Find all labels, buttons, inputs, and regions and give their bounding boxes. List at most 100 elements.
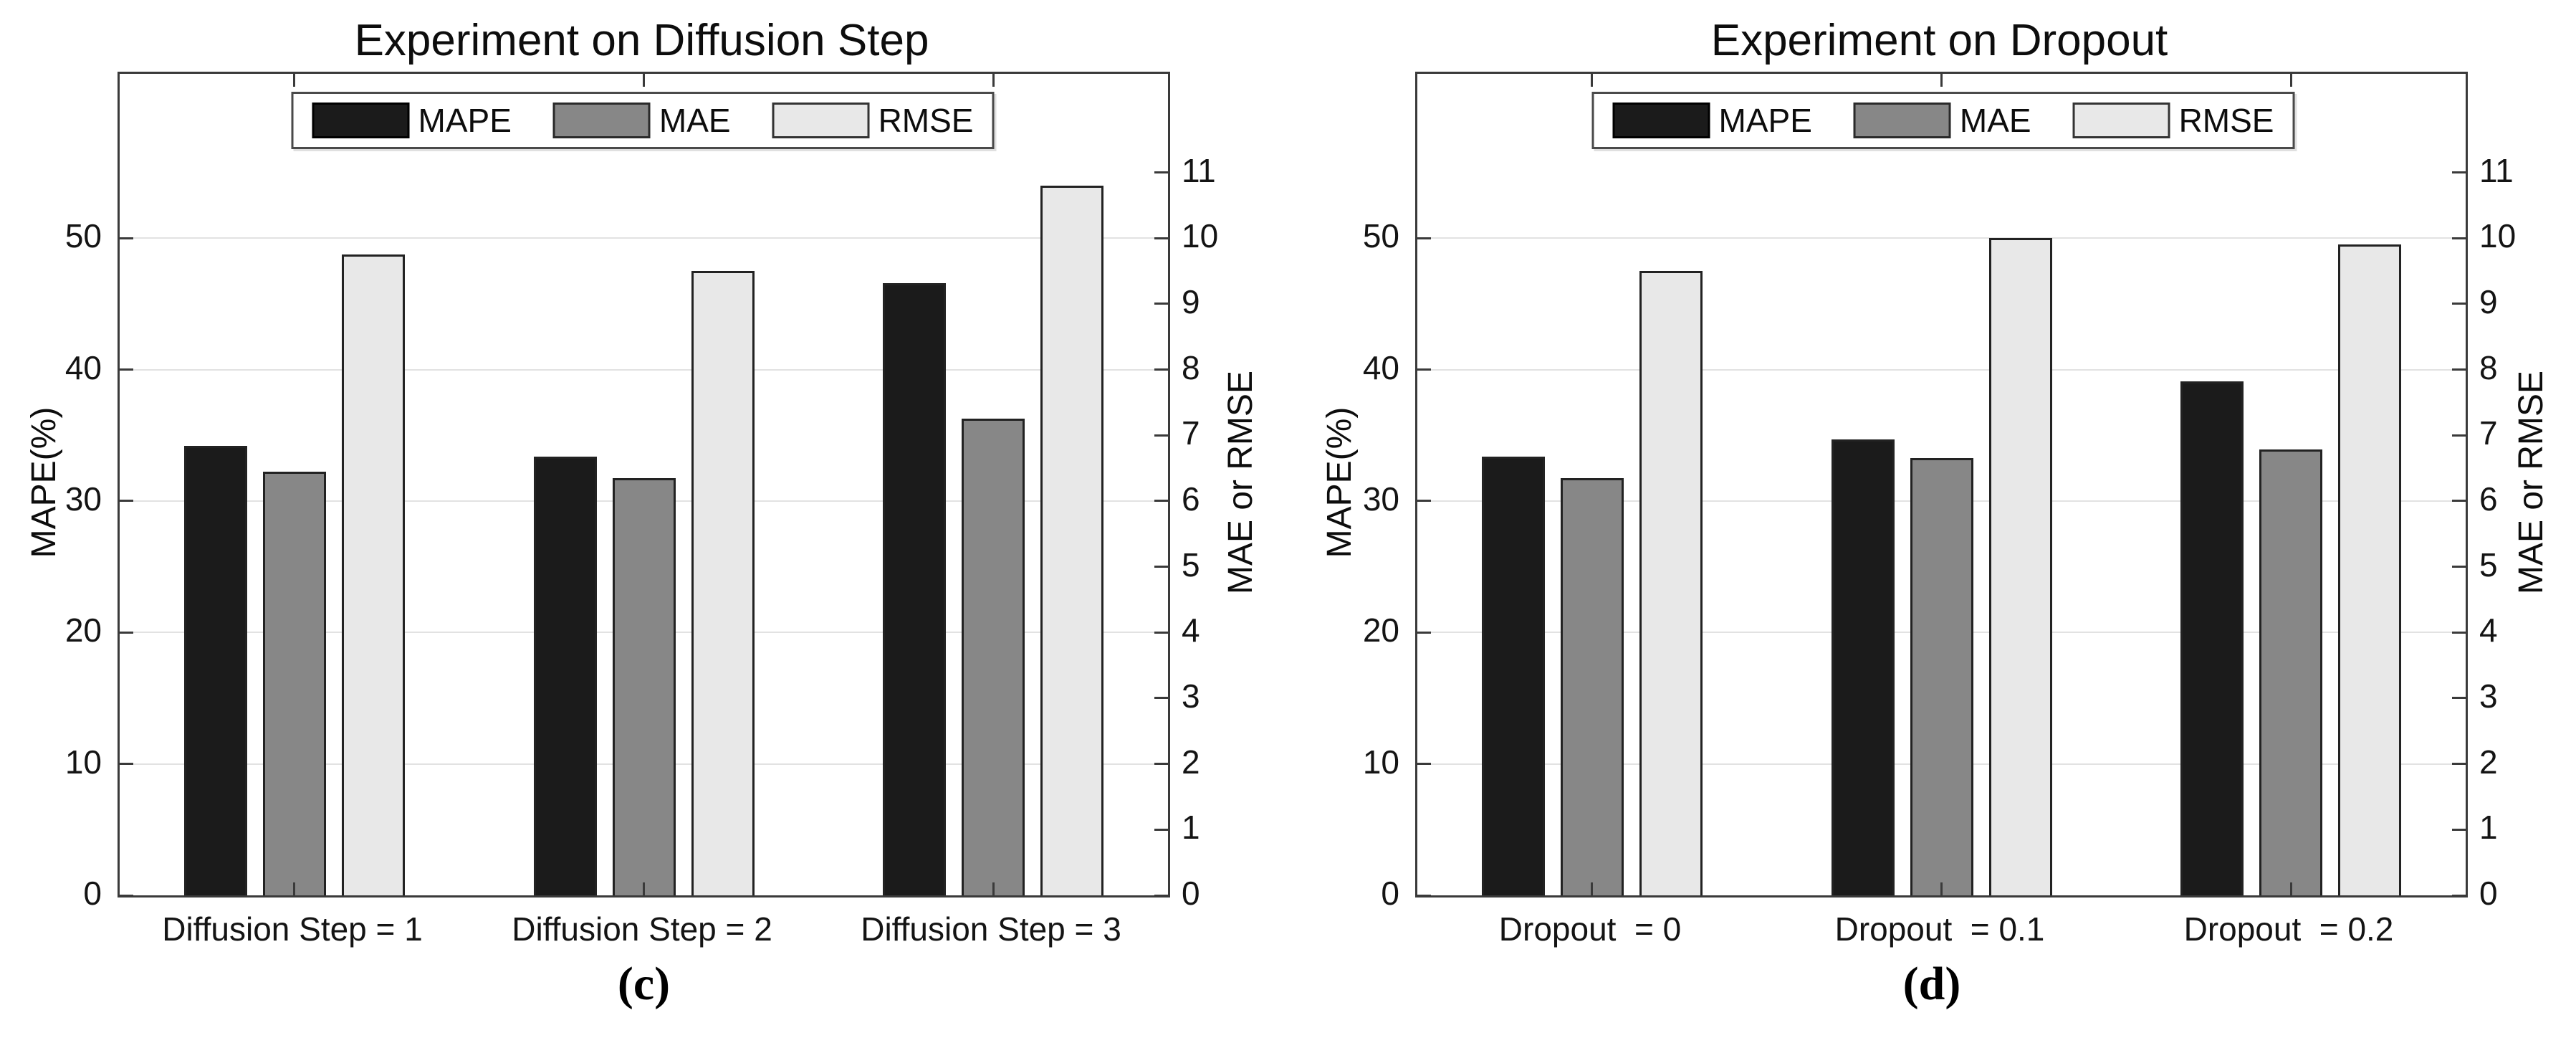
y-axis-tick-label-right: 11 xyxy=(2479,151,2514,189)
legend-label: MAE xyxy=(659,102,731,139)
y-axis-tick-label-left: 10 xyxy=(1362,743,1399,781)
y-axis-tick-label-right: 11 xyxy=(1182,151,1216,189)
y-axis-tick-label-left: 50 xyxy=(1362,217,1399,255)
legend-label: MAPE xyxy=(1718,102,1812,139)
legend-item-rmse: RMSE xyxy=(2072,102,2274,139)
y-axis-tick-label-right: 7 xyxy=(2479,414,2498,452)
rmse-swatch-icon xyxy=(2072,103,2170,138)
chart-title: Experiment on Dropout xyxy=(1710,16,2168,65)
mae-swatch-icon xyxy=(1853,103,1951,138)
y-axis-tick-left xyxy=(1417,237,1431,239)
y-axis-tick-right xyxy=(2452,631,2466,634)
y-axis-tick-right xyxy=(2452,434,2466,437)
y-axis-tick-label-right: 5 xyxy=(1182,546,1200,584)
legend-item-mae: MAE xyxy=(552,102,731,139)
legend-item-rmse: RMSE xyxy=(772,102,974,139)
y-axis-tick-right xyxy=(2452,368,2466,371)
gridline xyxy=(1417,368,2466,371)
y-axis-tick-label-left: 0 xyxy=(1381,875,1399,912)
plot-area xyxy=(1415,72,2468,897)
y-axis-tick-label-right: 1 xyxy=(2479,809,2498,847)
y-axis-tick-label-left: 40 xyxy=(1362,348,1399,386)
bar-rmse-1 xyxy=(1639,271,1703,895)
subfigure-caption: (d) xyxy=(1902,958,1961,1010)
x-axis-tick-bottom xyxy=(293,882,296,895)
x-axis-tick-bottom xyxy=(2289,882,2292,895)
y-axis-tick-label-left: 10 xyxy=(64,743,102,781)
y-axis-tick-right xyxy=(1154,237,1168,239)
gridline xyxy=(1417,237,2466,239)
bar-mae-1 xyxy=(1561,478,1624,895)
x-axis-tick-top xyxy=(293,74,296,87)
y-axis-tick-label-right: 8 xyxy=(1182,348,1200,386)
y-axis-tick-label-right: 2 xyxy=(1182,743,1200,781)
y-axis-tick-label-right: 4 xyxy=(1182,611,1200,649)
chart-panel-dropout: Experiment on Dropout MAPE(%) MAE or RMS… xyxy=(1288,0,2576,1038)
y-axis-tick-label-right: 10 xyxy=(1182,217,1219,255)
mape-swatch-icon xyxy=(312,103,410,138)
y-axis-tick-right xyxy=(2452,697,2466,700)
y-axis-tick-right xyxy=(1154,763,1168,766)
y-axis-tick-left xyxy=(120,368,133,371)
y-axis-tick-label-left: 50 xyxy=(64,217,102,255)
bar-mae-2 xyxy=(613,478,676,895)
y-axis-tick-label-left: 20 xyxy=(1362,611,1399,649)
x-category-label: Diffusion Step = 2 xyxy=(512,910,772,948)
bar-mape-2 xyxy=(1832,439,1895,895)
y-axis-tick-label-left: 40 xyxy=(64,348,102,386)
y-axis-tick-left xyxy=(1417,500,1431,503)
y-axis-tick-label-right: 1 xyxy=(1182,809,1200,847)
y-axis-tick-right xyxy=(2452,828,2466,831)
y-axis-tick-label-right: 9 xyxy=(2479,282,2498,320)
y-axis-tick-right xyxy=(1154,368,1168,371)
legend-item-mape: MAPE xyxy=(1612,102,1812,139)
y-axis-tick-right xyxy=(2452,303,2466,305)
bar-mape-3 xyxy=(2180,381,2244,895)
y-axis-tick-left xyxy=(1417,894,1431,897)
y-axis-tick-label-right: 0 xyxy=(2479,875,2498,912)
y-axis-tick-label-right: 2 xyxy=(2479,743,2498,781)
y-axis-tick-right xyxy=(1154,697,1168,700)
chart-panel-diffusion-step: Experiment on Diffusion Step MAPE(%) MAE… xyxy=(25,17,1260,1011)
y-axis-tick-right xyxy=(2452,566,2466,568)
y-axis-tick-label-left: 0 xyxy=(83,875,102,912)
x-category-label: Dropout = 0 xyxy=(1498,910,1682,948)
y-axis-tick-right xyxy=(2452,763,2466,766)
bar-rmse-1 xyxy=(342,254,405,895)
bar-mae-3 xyxy=(962,419,1025,895)
y-axis-tick-right xyxy=(1154,828,1168,831)
y-axis-tick-left xyxy=(1417,368,1431,371)
legend: MAPE MAE RMSE xyxy=(291,92,995,149)
y-axis-tick-left xyxy=(120,894,133,897)
y-axis-tick-right xyxy=(1154,894,1168,897)
bar-mape-3 xyxy=(883,283,946,895)
x-category-label: Diffusion Step = 1 xyxy=(162,910,423,948)
legend-item-mape: MAPE xyxy=(312,103,512,138)
bar-rmse-3 xyxy=(1040,186,1103,895)
legend-label: RMSE xyxy=(2178,102,2274,139)
y-axis-tick-right xyxy=(2452,894,2466,897)
x-axis-tick-bottom xyxy=(1591,882,1594,895)
plot-area xyxy=(118,72,1170,897)
x-axis-tick-top xyxy=(2289,74,2292,87)
y-axis-tick-label-right: 8 xyxy=(2479,348,2498,386)
legend-label: RMSE xyxy=(878,102,974,139)
x-axis-tick-top xyxy=(643,74,645,87)
gridline xyxy=(120,368,1168,371)
y-axis-tick-label-left: 30 xyxy=(1362,480,1399,518)
y-axis-tick-label-right: 0 xyxy=(1182,875,1200,912)
y-axis-tick-left xyxy=(1417,631,1431,634)
x-category-label: Dropout = 0.1 xyxy=(1834,910,2045,948)
y-axis-tick-right xyxy=(2452,500,2466,503)
x-axis-tick-bottom xyxy=(992,882,995,895)
bar-mape-1 xyxy=(184,446,247,895)
x-axis-tick-top xyxy=(992,74,995,87)
bar-rmse-2 xyxy=(1989,238,2052,895)
rmse-swatch-icon xyxy=(772,103,870,138)
y-axis-tick-right xyxy=(2452,237,2466,239)
bar-rmse-3 xyxy=(2338,244,2401,895)
y-axis-tick-label-right: 9 xyxy=(1182,282,1200,320)
y-axis-tick-right xyxy=(1154,303,1168,305)
x-axis-tick-top xyxy=(1591,74,1594,87)
